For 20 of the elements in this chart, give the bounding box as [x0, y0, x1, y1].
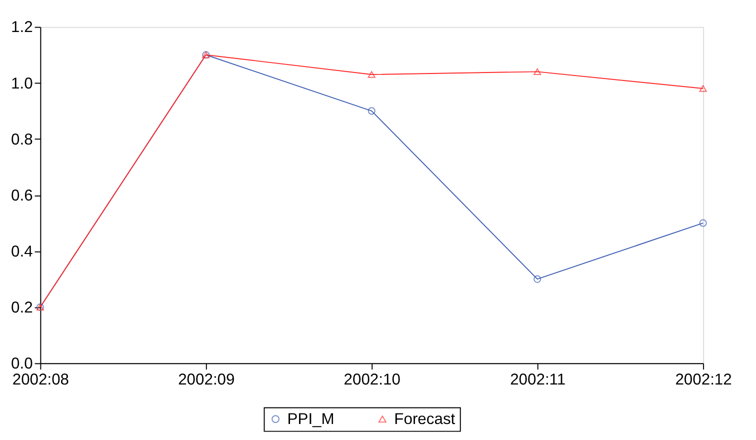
y-tick-label: 0.8	[11, 131, 34, 148]
y-tick-label: 1.2	[11, 19, 33, 36]
point	[534, 275, 542, 283]
point	[534, 68, 542, 76]
x-tick-label: 2002:10	[344, 371, 401, 388]
y-tick-label: 0.6	[11, 187, 34, 204]
y-tick-label: 1.0	[11, 75, 34, 92]
y-tick-label: 0.4	[11, 243, 34, 260]
x-tick-label: 2002:09	[178, 371, 235, 388]
y-tick-label: 0.2	[11, 300, 33, 317]
point	[368, 71, 376, 78]
x-tick-label: 2002:11	[510, 371, 566, 388]
point	[699, 85, 707, 92]
legend-label: Forecast	[394, 410, 456, 428]
legend-label: PPI_M	[287, 410, 334, 428]
point	[699, 219, 707, 227]
x-tick-label: 2002:08	[12, 371, 70, 388]
point	[368, 107, 376, 115]
x-tick-label: 2002:12	[675, 371, 732, 388]
y-tick-label: 0.0	[11, 356, 34, 373]
